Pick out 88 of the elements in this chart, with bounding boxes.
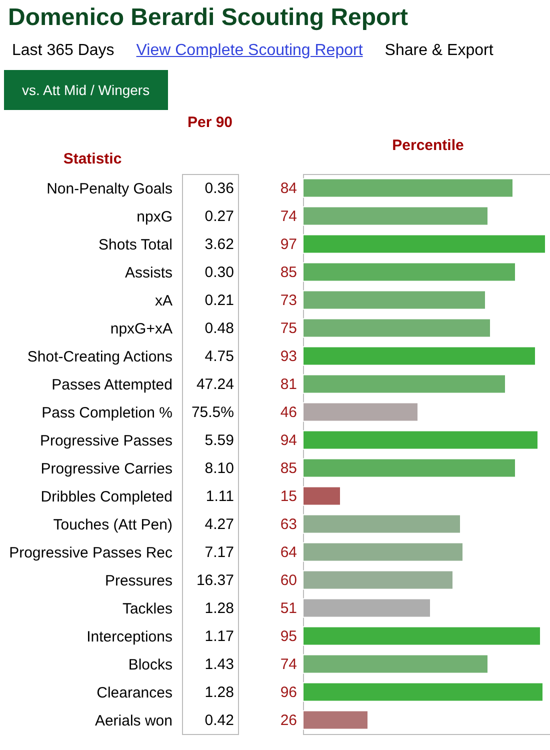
text: 0.27: [204, 208, 234, 225]
x-axis-title: Percentile: [392, 137, 464, 154]
data-label: 26: [280, 712, 297, 729]
bar: [302, 206, 488, 226]
text: 47.24: [196, 376, 234, 393]
text: 75.5%: [191, 404, 234, 421]
data-label: 84: [280, 180, 297, 197]
bar: [302, 346, 536, 366]
bar: [302, 402, 418, 422]
text: 7.17: [204, 544, 234, 561]
y-tick-label: Assists: [124, 264, 172, 282]
text: 16.37: [196, 572, 234, 589]
text: 0.36: [204, 180, 234, 197]
bar: [302, 710, 368, 730]
bar: [302, 598, 431, 618]
y-tick-label: Progressive Passes: [40, 432, 172, 450]
data-label: 74: [280, 656, 297, 673]
y-tick-label: Blocks: [128, 656, 172, 674]
y-tick-label: Aerials won: [94, 712, 172, 730]
data-label: 75: [280, 320, 297, 337]
y-tick-label: npxG: [136, 208, 172, 226]
data-label: 46: [280, 404, 297, 421]
data-label: 51: [280, 600, 297, 617]
y-tick-label: npxG+xA: [110, 320, 172, 338]
y-tick-label: Tackles: [122, 600, 172, 618]
text: Per 90: [187, 114, 233, 131]
bar: [302, 374, 506, 394]
text: 1.28: [204, 600, 234, 617]
bar: [302, 682, 544, 702]
bar: [302, 542, 464, 562]
data-label: 85: [280, 460, 297, 477]
y-tick-label: Passes Attempted: [52, 376, 172, 394]
y-tick-label: Pressures: [104, 572, 172, 590]
bar: [302, 262, 516, 282]
data-label: 96: [280, 684, 297, 701]
data-label: 64: [280, 544, 297, 561]
text: 1.11: [206, 488, 234, 505]
data-label: 15: [280, 488, 297, 505]
y-tick-label: Dribbles Completed: [40, 488, 172, 506]
bar: [302, 234, 546, 254]
text: 0.48: [204, 320, 234, 337]
data-label: 73: [280, 292, 297, 309]
text: 1.28: [204, 684, 234, 701]
y-tick-label: Shot-Creating Actions: [27, 348, 172, 366]
y-axis-title: Statistic: [63, 150, 122, 168]
text: 0.21: [204, 292, 234, 309]
bar: [302, 430, 538, 450]
bar: [302, 486, 341, 506]
y-tick-label: Shots Total: [98, 236, 172, 254]
bar: [302, 514, 461, 534]
data-label: 85: [280, 264, 297, 281]
text: 0.30: [204, 264, 234, 281]
data-label: 97: [280, 236, 297, 253]
data-label: 94: [280, 432, 297, 449]
bar: [302, 290, 486, 310]
y-tick-label: Interceptions: [86, 628, 172, 646]
y-tick-label: Progressive Carries: [40, 460, 172, 478]
data-label: 60: [280, 572, 297, 589]
y-tick-label: Progressive Passes Rec: [9, 544, 173, 562]
bar: [302, 626, 541, 646]
bar: [302, 318, 491, 338]
text: 1.43: [204, 656, 234, 673]
text: 0.42: [204, 712, 234, 729]
text: Share & Export: [384, 42, 494, 60]
y-tick-label: Pass Completion %: [42, 404, 172, 422]
bar: [302, 458, 516, 478]
data-label: 95: [280, 628, 297, 645]
y-tick-label: Clearances: [96, 684, 172, 702]
data-label: 93: [280, 348, 297, 365]
data-label: 81: [280, 376, 297, 393]
y-tick-label: xA: [154, 292, 172, 310]
text: vs. Att Mid / Wingers: [4, 70, 168, 110]
bar: [302, 178, 514, 198]
text: 4.27: [204, 516, 234, 533]
text: View Complete Scouting Report: [136, 42, 363, 60]
y-tick-label: Non-Penalty Goals: [46, 180, 172, 198]
chart-title: Domenico Berardi Scouting Report: [8, 4, 410, 32]
text: 8.10: [204, 460, 234, 477]
text: 3.62: [204, 236, 234, 253]
bar: [302, 654, 488, 674]
data-label: 74: [280, 208, 297, 225]
text: 1.17: [204, 628, 234, 645]
y-tick-label: Touches (Att Pen): [53, 516, 172, 534]
bar: [302, 570, 454, 590]
text: 5.59: [204, 432, 234, 449]
data-label: 63: [280, 516, 297, 533]
text: 4.75: [204, 348, 234, 365]
text: Last 365 Days: [12, 42, 114, 60]
